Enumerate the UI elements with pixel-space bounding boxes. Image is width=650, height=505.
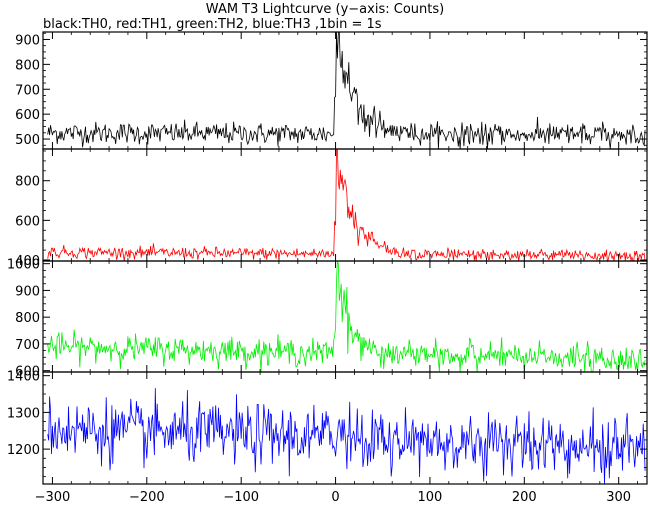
x-tick-label: −300 [35, 490, 71, 505]
x-tick-label: −100 [223, 490, 259, 505]
panel-frame-th3 [42, 371, 648, 485]
series-line-th3 [47, 388, 646, 485]
y-tick-label: 600 [15, 108, 40, 123]
y-tick-label: 1000 [7, 258, 40, 273]
x-tick-label: −200 [129, 490, 165, 505]
series-line-th2 [47, 260, 646, 373]
chart-title: WAM T3 Lightcurve (y−axis: Counts) [205, 2, 445, 17]
y-tick-label: 1200 [7, 443, 40, 458]
x-tick-label: 0 [331, 490, 339, 505]
series-line-th1 [47, 148, 646, 263]
y-tick-label: 800 [15, 175, 40, 190]
y-tick-label: 600 [15, 214, 40, 229]
y-tick-label: 500 [15, 133, 40, 148]
x-tick-label: 200 [512, 490, 537, 505]
y-tick-label: 800 [15, 311, 40, 326]
y-tick-label: 1400 [7, 370, 40, 385]
x-tick-label: 300 [606, 490, 631, 505]
series-line-th0 [47, 31, 646, 150]
chart-subtitle: black:TH0, red:TH1, green:TH2, blue:TH3 … [43, 17, 382, 32]
y-tick-label: 700 [15, 338, 40, 353]
y-tick-label: 900 [15, 33, 40, 48]
x-tick-label: 100 [418, 490, 443, 505]
y-tick-label: 600 [15, 365, 40, 380]
y-tick-label: 1300 [7, 406, 40, 421]
y-tick-label: 900 [15, 284, 40, 299]
y-tick-label: 800 [15, 58, 40, 73]
panel-frame-th1 [42, 148, 648, 262]
y-tick-label: 700 [15, 83, 40, 98]
y-tick-label: 400 [15, 254, 40, 269]
